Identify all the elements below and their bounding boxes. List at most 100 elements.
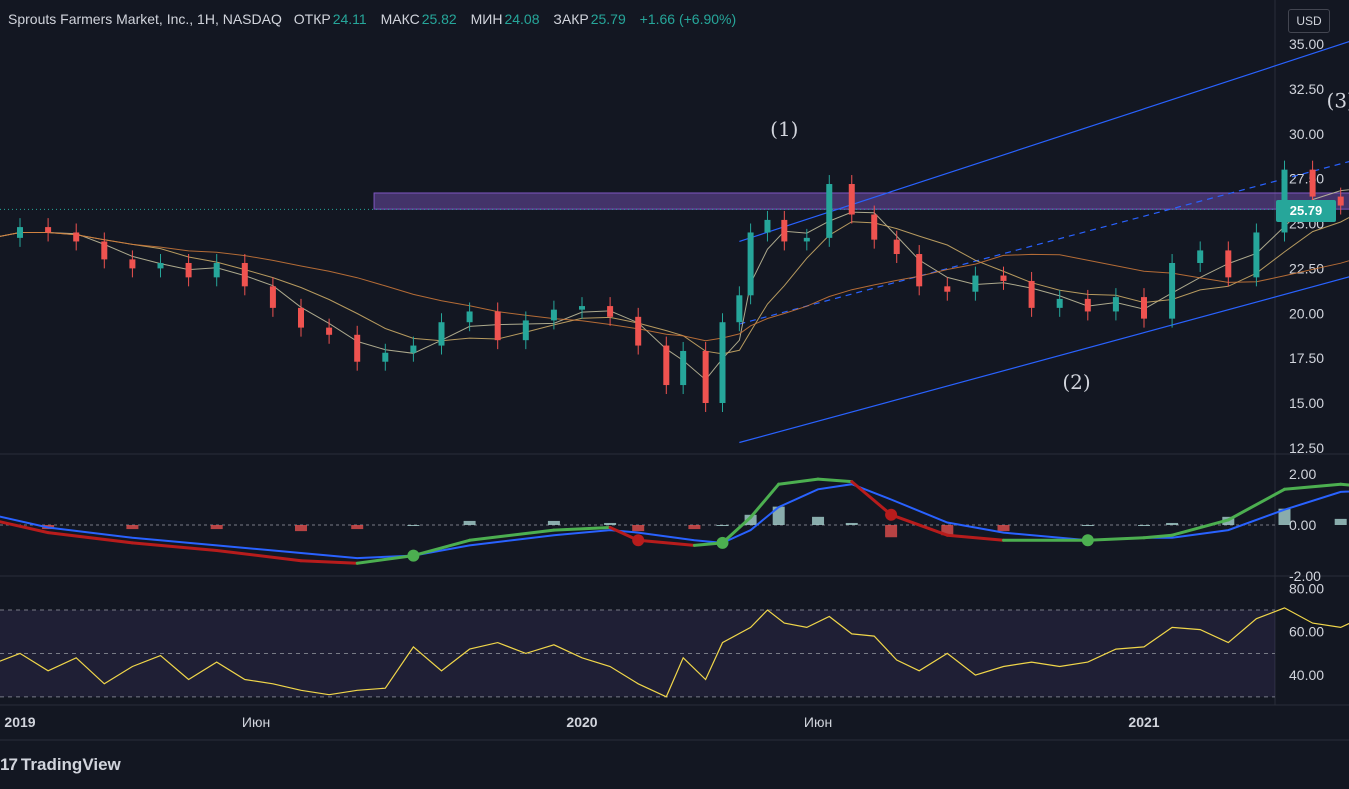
channel-lower-line xyxy=(739,276,1349,444)
macd-line-segment xyxy=(1142,533,1174,540)
histogram-bar xyxy=(772,506,785,525)
histogram-bar xyxy=(463,520,476,525)
histogram-bar xyxy=(688,525,701,530)
macd-line-segment xyxy=(130,541,219,552)
oscillator-tick-label: 2.00 xyxy=(1289,466,1316,482)
close-value: 25.79 xyxy=(590,11,626,27)
candle-body xyxy=(354,334,361,362)
candle-body xyxy=(550,309,557,321)
histogram-bar xyxy=(1081,525,1094,526)
candle-body xyxy=(269,286,276,308)
candle-body xyxy=(494,311,501,341)
rsi-tick-label: 60.00 xyxy=(1289,624,1324,640)
time-tick-label: 2021 xyxy=(1128,714,1159,730)
candle-body xyxy=(893,239,900,255)
price-tick-label: 35.00 xyxy=(1289,36,1324,52)
macd-line-segment xyxy=(749,482,781,519)
macd-line-segment xyxy=(945,533,1005,542)
candle-body xyxy=(185,262,192,278)
candle-body xyxy=(1309,169,1316,197)
candle-body xyxy=(241,262,248,287)
price-tick-label: 17.50 xyxy=(1289,350,1324,366)
candle-body xyxy=(157,262,164,269)
price-tick-label: 12.50 xyxy=(1289,440,1324,456)
time-tick-label: 2019 xyxy=(4,714,35,730)
price-tick-label: 32.50 xyxy=(1289,81,1324,97)
candle-body xyxy=(579,306,585,310)
candle-body xyxy=(129,259,136,269)
macd-line-segment xyxy=(816,477,854,484)
candle-body xyxy=(803,237,810,242)
last-price-label: 25.79 xyxy=(1276,200,1336,222)
macd-line-segment xyxy=(411,538,472,558)
histogram-bar xyxy=(885,525,898,538)
moving-average-line xyxy=(0,232,1349,342)
histogram-bar xyxy=(941,525,954,536)
candle-body xyxy=(635,316,642,346)
channel-upper-line xyxy=(739,41,1349,243)
time-tick-label: 2020 xyxy=(566,714,597,730)
candle-body xyxy=(17,227,23,238)
histogram-bar xyxy=(812,516,825,525)
macd-line-segment xyxy=(1226,487,1286,522)
candle-body xyxy=(1112,297,1119,312)
macd-line-segment xyxy=(1283,482,1343,491)
macd-line-segment xyxy=(1339,482,1349,487)
moving-average-line xyxy=(0,189,1349,381)
candle-body xyxy=(944,286,951,292)
time-tick-label: Июн xyxy=(804,714,832,730)
chart-header: Sprouts Farmers Market, Inc., 1H, NASDAQ… xyxy=(8,11,746,27)
rsi-band xyxy=(0,610,1275,697)
candle-body xyxy=(1028,280,1035,308)
rsi-tick-label: 80.00 xyxy=(1289,580,1324,596)
rsi-tick-label: 40.00 xyxy=(1289,667,1324,683)
rsi-line xyxy=(0,607,1349,698)
histogram-bar xyxy=(1138,525,1150,526)
macd-line-segment xyxy=(355,554,415,565)
histogram-bar xyxy=(716,525,729,526)
macd-line-segment xyxy=(46,531,134,545)
symbol-title: Sprouts Farmers Market, Inc., 1H, NASDAQ xyxy=(8,11,282,27)
candle-body xyxy=(972,275,979,292)
candle-body xyxy=(702,350,709,403)
histogram-bar xyxy=(295,525,307,532)
time-tick-label: Июн xyxy=(242,714,270,730)
histogram-bar xyxy=(1278,508,1291,525)
price-tick-label: 15.00 xyxy=(1289,395,1324,411)
low-value: 24.08 xyxy=(504,11,540,27)
crossover-dot xyxy=(716,536,729,549)
high-value: 25.82 xyxy=(421,11,457,27)
histogram-bar xyxy=(845,522,858,525)
tradingview-logo[interactable]: 17 TradingView xyxy=(0,755,121,775)
candle-body xyxy=(326,327,333,335)
candle-body xyxy=(1056,298,1063,308)
crossover-dot xyxy=(885,508,898,521)
candle-body xyxy=(45,227,52,233)
candle-body xyxy=(764,219,771,233)
macd-line-segment xyxy=(468,528,556,542)
price-tick-label: 30.00 xyxy=(1289,126,1324,142)
macd-line-segment xyxy=(777,477,820,486)
currency-button[interactable]: USD xyxy=(1288,9,1330,33)
candle-body xyxy=(916,254,923,287)
crossover-dot xyxy=(407,549,420,562)
histogram-bar xyxy=(351,525,364,530)
candle-body xyxy=(1141,297,1147,319)
histogram-bar xyxy=(744,514,757,525)
candle-body xyxy=(1337,196,1344,206)
candle-body xyxy=(747,232,754,296)
crossover-dot xyxy=(1081,534,1094,547)
histogram-bar xyxy=(1334,518,1347,525)
candle-body xyxy=(680,350,687,386)
candle-body xyxy=(101,241,108,260)
macd-line-segment xyxy=(552,526,612,532)
moving-average-line xyxy=(0,217,1349,355)
wave-label: (2) xyxy=(1062,370,1090,394)
oscillator-tick-label: -2.00 xyxy=(1289,568,1321,584)
macd-line-segment xyxy=(889,513,949,537)
macd-line-segment xyxy=(0,520,50,535)
histogram-bar xyxy=(210,525,223,530)
histogram-bar xyxy=(1166,522,1179,525)
open-label: ОТКР xyxy=(293,11,331,27)
